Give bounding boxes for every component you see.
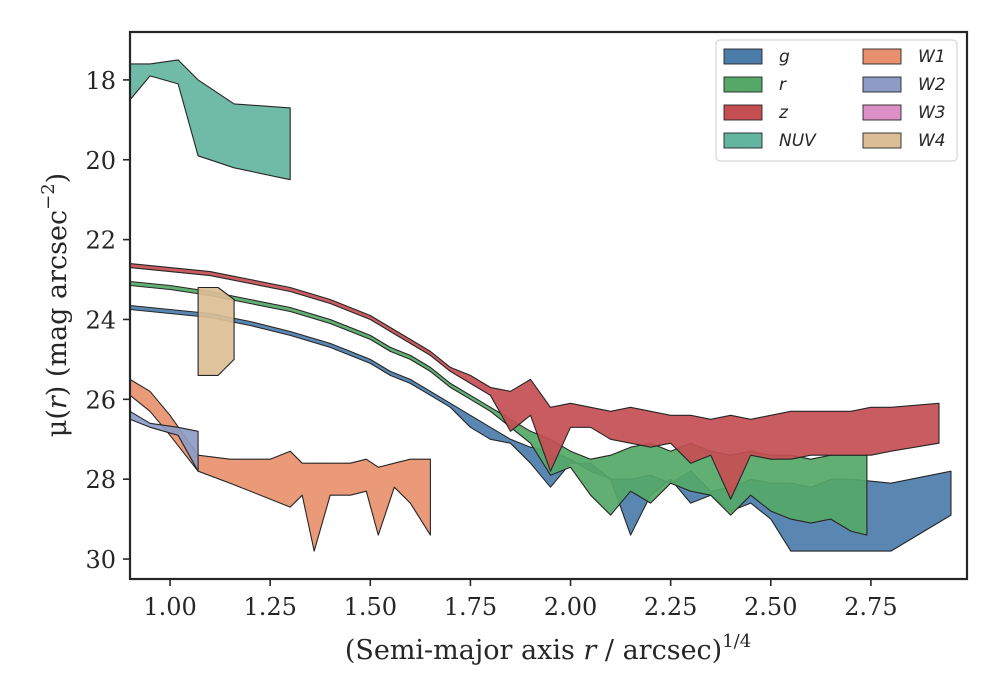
legend-swatch-w3	[862, 104, 902, 121]
legend-label-w3: W3	[918, 103, 946, 123]
band-w2	[129, 410, 199, 472]
x-axis-ticks: 1.00 1.25 1.50 1.75 2.00 2.25 2.50 2.75	[143, 579, 898, 621]
band-w4	[197, 286, 235, 376]
legend-swatch-g	[723, 48, 763, 65]
x-tick-label: 1.00	[143, 593, 196, 621]
x-tick-label: 2.50	[744, 593, 797, 621]
band-z	[129, 263, 940, 500]
legend-swatch-nuv	[723, 132, 763, 149]
legend-label-nuv: NUV	[779, 131, 817, 151]
y-tick-label: 28	[85, 466, 116, 494]
band-r	[129, 280, 868, 536]
x-tick-label: 1.50	[344, 593, 397, 621]
y-tick-label: 26	[85, 386, 116, 414]
x-tick-label: 1.25	[243, 593, 296, 621]
y-tick-label: 22	[85, 227, 116, 255]
x-tick-label: 2.75	[844, 593, 897, 621]
legend-swatch-w2	[862, 76, 902, 93]
x-tick-label: 2.25	[644, 593, 697, 621]
legend-swatch-w1	[862, 48, 902, 65]
legend-frame	[715, 39, 958, 162]
legend: grz NUV W1 W2 W3 W4	[715, 39, 958, 162]
y-axis-ticks: 18 20 22 24 26 28 30	[85, 67, 130, 574]
legend-label-w2: W2	[918, 75, 946, 95]
legend-swatch-w4	[862, 132, 902, 149]
y-tick-label: 30	[85, 546, 116, 574]
legend-label-w1: W1	[918, 47, 946, 67]
legend-swatch-r	[723, 76, 763, 93]
x-tick-label: 2.00	[544, 593, 597, 621]
band-nuv	[129, 59, 291, 181]
y-tick-label: 24	[85, 306, 116, 334]
x-axis-label: (Semi-major axis r / arcsec)1/4	[345, 631, 751, 666]
legend-swatch-z	[723, 104, 763, 121]
legend-label-g: g	[779, 47, 790, 67]
y-tick-label: 18	[85, 67, 116, 95]
legend-label-w4: W4	[918, 131, 946, 151]
x-tick-label: 1.75	[444, 593, 497, 621]
y-axis-label: μ(r) (mag arcsec−2)	[38, 173, 73, 437]
series-layer	[129, 59, 952, 552]
plot-frame	[128, 30, 969, 581]
legend-label-r: r	[779, 75, 787, 95]
y-tick-label: 20	[85, 147, 116, 175]
legend-label-z: z	[778, 103, 789, 123]
band-w1	[129, 378, 431, 552]
